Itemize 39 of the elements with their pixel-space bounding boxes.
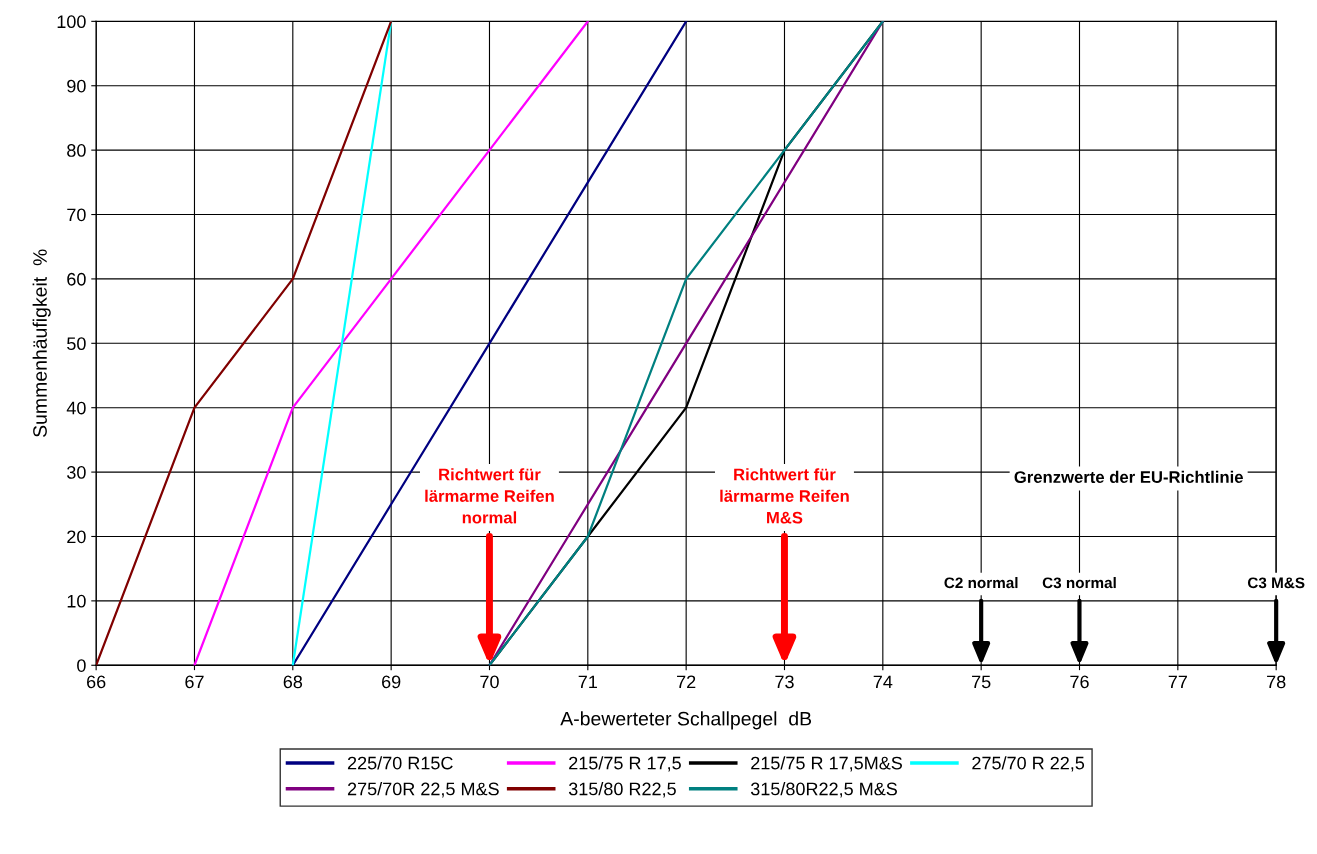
x-tick-label: 73 (775, 675, 794, 689)
annotation: C3 M&S (1247, 577, 1305, 589)
x-tick-label: 66 (87, 675, 106, 689)
x-tick-label: 75 (972, 675, 991, 689)
y-tick-label: 60 (67, 272, 86, 286)
legend-label: 215/75 R 17,5 (569, 756, 681, 772)
x-tick-label: 74 (873, 675, 893, 689)
legend-label: 315/80R22,5 M&S (750, 782, 897, 798)
x-tick-label: 69 (382, 675, 401, 689)
y-axis-title: Summenhäufigkeit % (32, 249, 51, 437)
legend-label: 275/70 R 22,5 (972, 756, 1085, 772)
y-tick-label: 20 (67, 530, 86, 544)
legend-label: 315/80 R22,5 (568, 782, 676, 798)
x-tick-label: 68 (283, 675, 303, 689)
y-tick-label: 0 (77, 659, 86, 672)
y-tick-label: 50 (67, 337, 86, 351)
y-tick-label: 40 (66, 401, 86, 415)
annotation: C2 normal (944, 576, 1018, 589)
x-tick-label: 67 (185, 675, 204, 689)
x-axis-title: A-bewerteter Schallpegel dB (560, 711, 812, 730)
y-tick-label: 80 (67, 144, 86, 157)
y-tick-label: 70 (67, 208, 86, 222)
y-tick-label: 30 (67, 466, 86, 479)
y-tick-label: 10 (67, 594, 86, 608)
annotation: C3 normal (1042, 576, 1116, 589)
x-tick-label: 72 (677, 675, 696, 689)
x-tick-label: 71 (578, 675, 597, 689)
legend-label: 225/70 R15C (347, 756, 453, 770)
x-tick-label: 77 (1168, 675, 1187, 689)
y-tick-label: 100 (57, 15, 86, 29)
legend-label: 275/70R 22,5 M&S (347, 782, 499, 798)
x-tick-label: 70 (480, 675, 499, 689)
y-tick-label: 90 (67, 79, 86, 93)
legend-label: 215/75 R 17,5M&S (751, 756, 902, 772)
x-tick-label: 78 (1267, 675, 1286, 689)
annotation: Richtwert für lärmarme Reifen normal (425, 468, 554, 524)
x-tick-label: 76 (1070, 675, 1089, 689)
annotation: Richtwert für lärmarme Reifen M&S (720, 468, 849, 524)
annotation: Grenzwerte der EU-Richtlinie (1014, 470, 1243, 483)
